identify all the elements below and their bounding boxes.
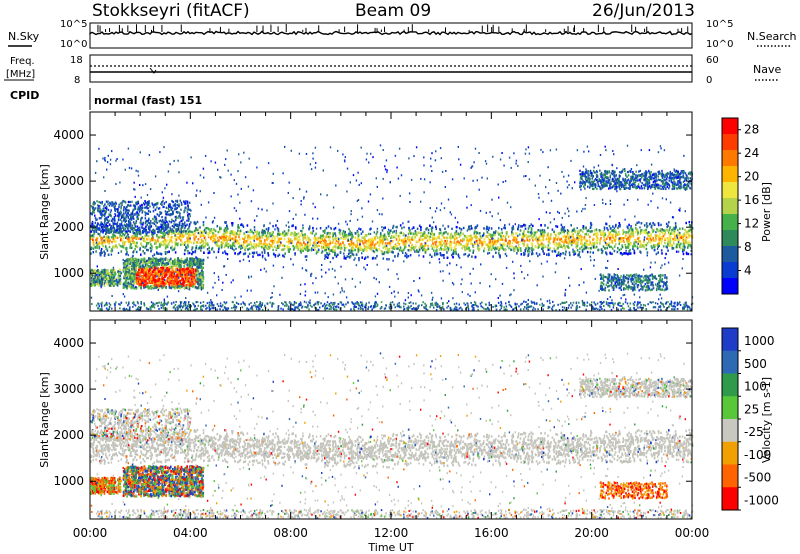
time-axis-labels: 00:00 04:00 08:00 12:00 16:00 20:00 00:00 — [73, 526, 710, 540]
nsky-label: N.Sky — [8, 30, 40, 43]
power-panel: 1000 2000 3000 4000 Slant Range [km] — [38, 111, 694, 312]
noise-left-tick-high: 10^5 — [60, 19, 87, 30]
y-tick-label: 1000 — [53, 474, 84, 488]
power-x-axis — [89, 112, 693, 311]
colorbar-cell — [722, 246, 738, 263]
beam-title: Beam 09 — [355, 1, 431, 21]
velocity-colorbar-tick: 25 — [744, 402, 759, 416]
power-colorbar-tick: 8 — [744, 240, 752, 254]
velocity-x-axis — [89, 320, 693, 519]
velocity-colorbar-tick: 1000 — [744, 334, 775, 348]
time-tick-label: 08:00 — [273, 526, 308, 540]
colorbar-cell — [722, 166, 738, 183]
power-ylabel: Slant Range [km] — [38, 164, 51, 260]
freq-right-tick-low: 0 — [706, 75, 712, 86]
colorbar-cell — [722, 214, 738, 231]
colorbar-cell — [722, 350, 738, 374]
colorbar-cell — [722, 464, 738, 488]
y-tick-label: 4000 — [53, 128, 84, 142]
colorbar-cell — [722, 328, 738, 352]
y-tick-label: 1000 — [53, 266, 84, 280]
colorbar-cell — [722, 396, 738, 420]
time-tick-label: 12:00 — [374, 526, 409, 540]
power-colorbar-tick: 4 — [744, 264, 752, 278]
nave-label: Nave — [753, 63, 781, 76]
y-tick-label: 3000 — [53, 382, 84, 396]
velocity-colorbar-tick: -100 — [744, 448, 771, 462]
cpid-label: CPID — [10, 89, 39, 102]
velocity-colorbar-tick: -25 — [744, 425, 764, 439]
velocity-colorbar-label: Velocity [m s-1] — [760, 377, 773, 463]
colorbar-cell — [722, 182, 738, 199]
velocity-colorbar-tick: -1000 — [744, 493, 779, 507]
noise-right-tick-high: 10^5 — [706, 19, 733, 30]
velocity-colorbar-tick: 500 — [744, 357, 767, 371]
y-tick-label: 3000 — [53, 174, 84, 188]
date-title: 26/Jun/2013 — [592, 1, 695, 21]
velocity-colorbar: 1000 500 100 25 -25 -100 -500 -1000 — [721, 327, 779, 511]
time-tick-label: 00:00 — [675, 526, 710, 540]
noise-left-tick-low: 10^0 — [60, 39, 87, 50]
nsearch-label: N.Search — [747, 30, 797, 43]
colorbar-cell — [722, 262, 738, 279]
colorbar-cell — [722, 230, 738, 247]
power-colorbar-tick: 28 — [744, 123, 759, 137]
velocity-data — [90, 352, 694, 520]
power-data — [90, 144, 694, 312]
noise-panel: 10^5 10^0 10^5 10^0 — [60, 19, 733, 50]
time-tick-label: 20:00 — [574, 526, 609, 540]
freq-right-tick-high: 60 — [706, 55, 719, 66]
power-colorbar-tick: 16 — [744, 193, 759, 207]
power-colorbar-tick: 12 — [744, 217, 759, 231]
freq-left-tick-low: 8 — [74, 75, 80, 86]
colorbar-cell — [722, 150, 738, 167]
freq-unit-label: [MHz] — [6, 69, 35, 80]
colorbar-cell — [722, 118, 738, 135]
time-tick-label: 16:00 — [474, 526, 509, 540]
colorbar-cell — [722, 441, 738, 465]
time-tick-label: 00:00 — [73, 526, 108, 540]
power-y-axis: 1000 2000 3000 4000 — [53, 128, 692, 280]
velocity-ylabel: Slant Range [km] — [38, 372, 51, 468]
colorbar-cell — [722, 198, 738, 215]
colorbar-cell — [722, 134, 738, 151]
velocity-panel: 1000 2000 3000 4000 Slant Range [km] — [38, 319, 694, 520]
power-colorbar: 4 8 12 16 20 24 28 — [721, 117, 759, 295]
freq-label: Freq. — [10, 56, 35, 67]
power-colorbar-label: Power [dB] — [760, 182, 773, 242]
colorbar-cell — [722, 278, 738, 295]
power-colorbar-tick: 20 — [744, 170, 759, 184]
power-colorbar-tick: 24 — [744, 146, 759, 160]
station-title: Stokkseyri (fitACF) — [92, 1, 250, 21]
y-tick-label: 2000 — [53, 428, 84, 442]
cpid-value: normal (fast) 151 — [94, 94, 202, 107]
velocity-y-axis: 1000 2000 3000 4000 — [53, 336, 692, 488]
colorbar-cell — [722, 373, 738, 397]
noise-trace — [89, 24, 693, 36]
colorbar-cell — [722, 487, 738, 511]
noise-right-tick-low: 10^0 — [706, 39, 733, 50]
time-axis-title: Time UT — [367, 541, 413, 554]
colorbar-cell — [722, 419, 738, 443]
velocity-colorbar-tick: -500 — [744, 471, 771, 485]
time-tick-label: 04:00 — [173, 526, 208, 540]
y-tick-label: 4000 — [53, 336, 84, 350]
y-tick-label: 2000 — [53, 220, 84, 234]
freq-left-tick-high: 18 — [70, 55, 83, 66]
velocity-colorbar-tick: 100 — [744, 380, 767, 394]
freq-panel: 18 8 60 0 — [70, 54, 719, 86]
